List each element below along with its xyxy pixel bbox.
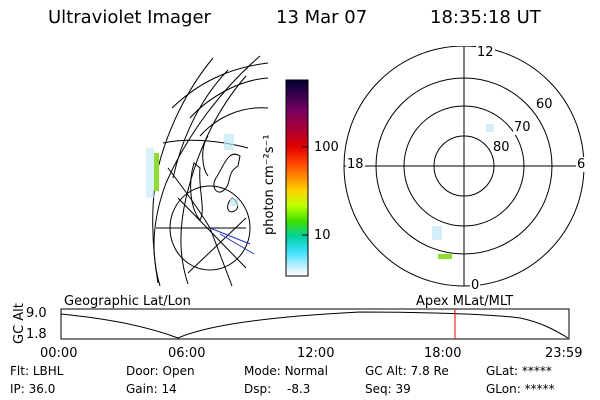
door-label: Door: bbox=[126, 364, 159, 378]
timeline-y-tick-9: 9.0 bbox=[26, 306, 47, 321]
gain-label: Gain: bbox=[126, 382, 158, 396]
ip-info: IP: 36.0 bbox=[10, 382, 55, 396]
seq-value: 39 bbox=[395, 382, 411, 396]
seq-label: Seq: bbox=[365, 382, 392, 396]
colorbar-tick-10: 10 bbox=[314, 228, 331, 243]
timeline-right-title: Apex MLat/MLT bbox=[416, 294, 514, 309]
date-display: 13 Mar 07 bbox=[276, 7, 368, 28]
glat-label: GLat: bbox=[486, 364, 519, 378]
orbit-timeline bbox=[60, 308, 570, 340]
lat-label-70: 70 bbox=[513, 120, 532, 135]
glat-value: ***** bbox=[521, 364, 552, 378]
glat-info: GLat: ***** bbox=[486, 364, 552, 378]
dsp-label: Dsp: bbox=[244, 382, 272, 396]
glon-value: ***** bbox=[524, 382, 555, 396]
mode-label: Mode: bbox=[244, 364, 281, 378]
gcalt-value: 7.8 Re bbox=[410, 364, 449, 378]
filter-info: Flt: LBHL bbox=[10, 364, 63, 378]
lat-label-80: 80 bbox=[492, 140, 511, 155]
filter-label: Flt: bbox=[10, 364, 29, 378]
timeline-y-tick-1: 1.8 bbox=[26, 327, 47, 342]
app-title: Ultraviolet Imager bbox=[48, 7, 211, 28]
glon-info: GLon: ***** bbox=[486, 382, 555, 396]
dsp-value: -8.3 bbox=[286, 382, 311, 396]
mode-value: Normal bbox=[284, 364, 328, 378]
geographic-map bbox=[146, 55, 268, 287]
seq-info: Seq: 39 bbox=[365, 382, 411, 396]
colorbar bbox=[285, 79, 309, 277]
aurora-patch bbox=[154, 153, 159, 191]
timeline-x-tick-0000: 00:00 bbox=[40, 346, 78, 361]
timeline-y-label: GC Alt bbox=[12, 303, 27, 344]
lat-label-60: 60 bbox=[535, 97, 554, 112]
filter-value: LBHL bbox=[32, 364, 64, 378]
time-display: 18:35:18 UT bbox=[430, 7, 541, 28]
colorbar-label: photon cm⁻²s⁻¹ bbox=[262, 134, 277, 235]
mode-info: Mode: Normal bbox=[244, 364, 328, 378]
polar-plot bbox=[343, 46, 585, 287]
timeline-x-tick-2359: 23:59 bbox=[545, 346, 583, 361]
aurora-patch-polar bbox=[438, 254, 452, 259]
dsp-info: Dsp: -8.3 bbox=[244, 382, 310, 396]
mlt-label-6: 6 bbox=[576, 157, 587, 172]
ip-label: IP: bbox=[10, 382, 25, 396]
timeline-x-tick-1800: 18:00 bbox=[424, 346, 462, 361]
gain-value: 14 bbox=[161, 382, 177, 396]
gain-info: Gain: 14 bbox=[126, 382, 177, 396]
timeline-x-tick-1200: 12:00 bbox=[297, 346, 335, 361]
timeline-left-title: Geographic Lat/Lon bbox=[64, 294, 191, 309]
ip-value: 36.0 bbox=[28, 382, 56, 396]
timeline-x-tick-0600: 06:00 bbox=[168, 346, 206, 361]
door-info: Door: Open bbox=[126, 364, 195, 378]
mlt-label-12: 12 bbox=[476, 45, 495, 60]
mlt-label-18: 18 bbox=[346, 157, 365, 172]
gcalt-info: GC Alt: 7.8 Re bbox=[365, 364, 449, 378]
mlt-label-0: 0 bbox=[470, 278, 481, 293]
glon-label: GLon: bbox=[486, 382, 521, 396]
gcalt-label: GC Alt: bbox=[365, 364, 407, 378]
colorbar-tick-100: 100 bbox=[314, 140, 339, 155]
door-value: Open bbox=[162, 364, 195, 378]
